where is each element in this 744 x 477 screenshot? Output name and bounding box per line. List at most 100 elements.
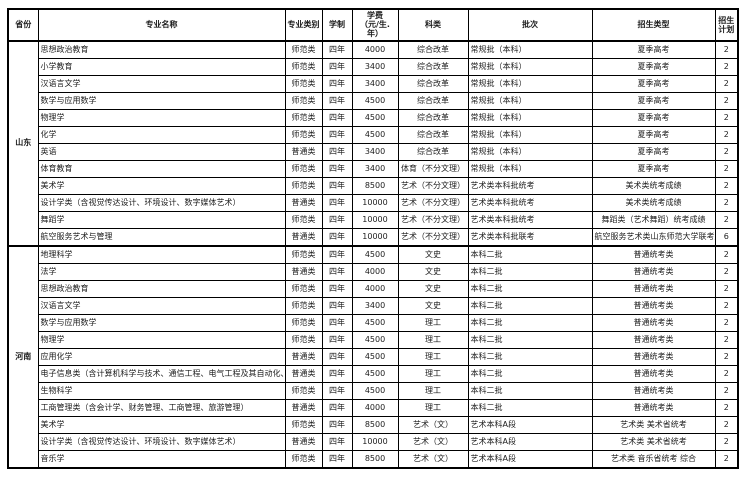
- cell-plan-count: 2: [714, 347, 739, 366]
- cell-category: 师范类: [284, 108, 323, 127]
- cell-major: 小学教育: [37, 57, 286, 76]
- cell-duration: 四年: [321, 91, 353, 110]
- cell-plan-count: 2: [714, 296, 739, 315]
- cell-category: 普通类: [284, 142, 323, 161]
- admissions-table: 省份 专业名称 专业类别 学制 学费 （元/生.年） 科类 批次 招生类型 招生…: [7, 8, 739, 469]
- cell-category: 师范类: [284, 381, 323, 400]
- table-row: 汉语言文学 师范类 四年 3400 文史 本科二批 普通统考类 2: [8, 296, 739, 315]
- cell-subject: 文史: [397, 279, 469, 298]
- cell-major: 应用化学: [37, 347, 286, 366]
- cell-tuition: 4500: [351, 330, 399, 349]
- cell-subject: 综合改革: [397, 91, 469, 110]
- cell-subject: 理工: [397, 347, 469, 366]
- table-row: 山东 思想政治教育 师范类 四年 4000 综合改革 常规批（本科） 夏季高考 …: [7, 39, 739, 247]
- table-row: 河南 地理科学 师范类 四年 4500 文史 本科二批 普通统考类 2: [7, 244, 739, 469]
- cell-batch: 本科二批: [467, 364, 593, 383]
- cell-plan-count: 2: [714, 279, 739, 298]
- cell-subject: 体育（不分文理）: [397, 159, 469, 178]
- cell-admission-type: 夏季高考: [591, 39, 716, 59]
- cell-tuition: 4500: [351, 108, 399, 127]
- cell-province: 河南: [7, 244, 39, 469]
- table-row: 物理学 师范类 四年 4500 综合改革 常规批（本科） 夏季高考 2: [8, 108, 739, 127]
- cell-subject: 综合改革: [397, 57, 469, 76]
- cell-admission-type: 夏季高考: [591, 142, 716, 161]
- cell-major: 舞蹈学: [37, 210, 286, 229]
- cell-category: 普通类: [284, 347, 323, 366]
- cell-plan-count: 2: [714, 449, 739, 469]
- cell-subject: 综合改革: [397, 125, 469, 144]
- cell-admission-type: 夏季高考: [591, 57, 716, 76]
- cell-batch: 本科二批: [467, 381, 593, 400]
- cell-major: 英语: [37, 142, 286, 161]
- cell-tuition: 4500: [351, 347, 399, 366]
- cell-tuition: 8500: [351, 449, 399, 469]
- cell-major: 汉语言文学: [37, 74, 286, 93]
- header-subject: 科类: [397, 8, 469, 42]
- cell-duration: 四年: [321, 108, 353, 127]
- table-row: 数学与应用数学 师范类 四年 4500 综合改革 常规批（本科） 夏季高考 2: [8, 91, 739, 110]
- cell-plan-count: 2: [714, 176, 739, 195]
- cell-category: 普通类: [284, 432, 323, 451]
- cell-major: 工商管理类（含会计学、财务管理、工商管理、旅游管理）: [37, 398, 286, 417]
- cell-batch: 本科二批: [467, 262, 593, 281]
- cell-batch: 本科二批: [467, 330, 593, 349]
- cell-admission-type: 普通统考类: [591, 279, 716, 298]
- cell-plan-count: 2: [714, 142, 739, 161]
- cell-duration: 四年: [321, 125, 353, 144]
- cell-batch: 本科二批: [467, 313, 593, 332]
- cell-batch: 本科二批: [467, 244, 593, 264]
- header-category: 专业类别: [284, 8, 323, 42]
- cell-major: 化学: [37, 125, 286, 144]
- cell-admission-type: 普通统考类: [591, 364, 716, 383]
- cell-plan-count: 2: [714, 415, 739, 434]
- cell-major: 航空服务艺术与管理: [37, 227, 286, 247]
- cell-admission-type: 夏季高考: [591, 125, 716, 144]
- table-row: 体育教育 师范类 四年 3400 体育（不分文理） 常规批（本科） 夏季高考 2: [8, 159, 739, 178]
- cell-plan-count: 2: [714, 330, 739, 349]
- cell-tuition: 8500: [351, 176, 399, 195]
- cell-duration: 四年: [321, 227, 353, 247]
- cell-category: 师范类: [284, 74, 323, 93]
- cell-admission-type: 夏季高考: [591, 159, 716, 178]
- table-row: 设计学类（含视觉传达设计、环境设计、数字媒体艺术） 普通类 四年 10000 艺…: [8, 432, 739, 451]
- cell-batch: 常规批（本科）: [467, 74, 593, 93]
- cell-admission-type: 艺术类 美术省统考: [591, 432, 716, 451]
- cell-admission-type: 普通统考类: [591, 313, 716, 332]
- cell-subject: 理工: [397, 398, 469, 417]
- cell-tuition: 4500: [351, 244, 399, 264]
- cell-batch: 艺术本科A段: [467, 415, 593, 434]
- cell-batch: 艺术本科A段: [467, 432, 593, 451]
- cell-major: 美术学: [37, 176, 286, 195]
- cell-major: 美术学: [37, 415, 286, 434]
- cell-duration: 四年: [321, 415, 353, 434]
- cell-category: 师范类: [284, 449, 323, 469]
- cell-admission-type: 普通统考类: [591, 398, 716, 417]
- cell-major: 汉语言文学: [37, 296, 286, 315]
- cell-category: 师范类: [284, 210, 323, 229]
- cell-admission-type: 普通统考类: [591, 296, 716, 315]
- cell-category: 师范类: [284, 279, 323, 298]
- cell-plan-count: 2: [714, 125, 739, 144]
- cell-subject: 理工: [397, 313, 469, 332]
- cell-admission-type: 普通统考类: [591, 330, 716, 349]
- cell-batch: 常规批（本科）: [467, 142, 593, 161]
- cell-province: 山东: [7, 39, 39, 247]
- cell-plan-count: 2: [714, 244, 739, 264]
- cell-category: 师范类: [284, 313, 323, 332]
- cell-batch: 本科二批: [467, 398, 593, 417]
- cell-plan-count: 2: [714, 57, 739, 76]
- cell-batch: 本科二批: [467, 296, 593, 315]
- cell-tuition: 4500: [351, 91, 399, 110]
- cell-category: 师范类: [284, 415, 323, 434]
- table-row: 应用化学 普通类 四年 4500 理工 本科二批 普通统考类 2: [8, 347, 739, 366]
- cell-category: 普通类: [284, 262, 323, 281]
- cell-subject: 文史: [397, 244, 469, 264]
- cell-plan-count: 2: [714, 193, 739, 212]
- cell-tuition: 4500: [351, 313, 399, 332]
- cell-tuition: 3400: [351, 142, 399, 161]
- cell-tuition: 10000: [351, 227, 399, 247]
- cell-duration: 四年: [321, 330, 353, 349]
- cell-subject: 综合改革: [397, 74, 469, 93]
- cell-batch: 常规批（本科）: [467, 125, 593, 144]
- cell-category: 师范类: [284, 176, 323, 195]
